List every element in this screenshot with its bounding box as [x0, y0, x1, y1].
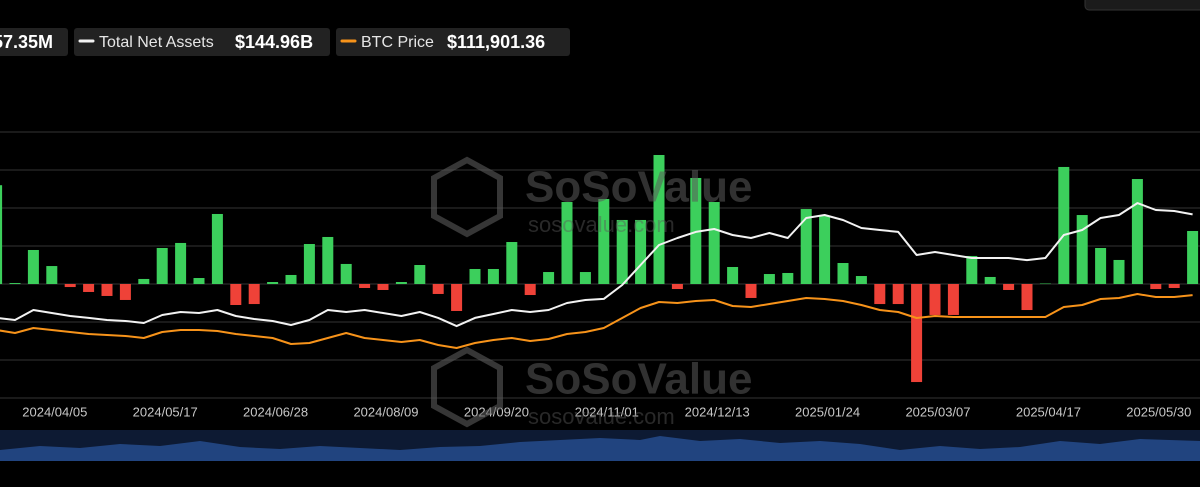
- bar: [745, 284, 757, 298]
- bar: [1039, 283, 1051, 285]
- x-tick-label: 2024/04/05: [22, 404, 87, 419]
- bar: [763, 274, 775, 284]
- line: [0, 202, 1193, 328]
- line: [0, 293, 1193, 349]
- legend-value: 57.35M: [0, 32, 53, 52]
- bar: [635, 219, 647, 284]
- bar: [230, 284, 242, 305]
- bar: [1131, 179, 1143, 284]
- bar: [1113, 259, 1125, 284]
- bar: [414, 265, 426, 284]
- bar: [984, 276, 996, 284]
- bar: [598, 198, 610, 284]
- bar: [671, 284, 683, 290]
- x-tick-label: 2025/05/30: [1126, 404, 1191, 419]
- bar: [819, 215, 831, 284]
- bar: [782, 272, 794, 284]
- legend-box: [74, 28, 330, 56]
- bar: [487, 268, 499, 284]
- bar: [101, 284, 113, 296]
- bar: [727, 266, 739, 284]
- watermarks: SoSoValue sosovalue.com SoSoValue sosova…: [431, 156, 752, 429]
- bar: [469, 268, 481, 284]
- x-tick-label: 2025/04/17: [1016, 404, 1081, 419]
- x-tick-label: 2025/03/07: [905, 404, 970, 419]
- bar: [855, 276, 867, 284]
- bar: [1058, 166, 1070, 284]
- bar: [285, 274, 297, 284]
- bar: [616, 219, 628, 284]
- bar: [211, 213, 223, 284]
- legend: 57.35M Total Net Assets $144.96B BTC Pri…: [0, 28, 570, 56]
- bar: [1150, 284, 1162, 290]
- bar: [377, 284, 389, 290]
- bar: [0, 185, 3, 284]
- bar: [156, 247, 168, 284]
- legend-value: $144.96B: [235, 32, 313, 52]
- bar: [83, 284, 95, 292]
- bar: [138, 278, 150, 284]
- bar: [64, 284, 76, 288]
- bar: [46, 266, 58, 284]
- bar: [193, 278, 205, 284]
- bar: [1076, 215, 1088, 284]
- plot: 2024/04/05 2024/05/17 2024/06/28 2024/08/09…: [0, 131, 1200, 419]
- top-control[interactable]: [1084, 0, 1200, 11]
- x-tick-label: 2024/08/09: [353, 404, 418, 419]
- bar: [966, 255, 978, 284]
- legend-value: $111,901.36: [447, 32, 545, 52]
- bar: [1021, 284, 1033, 311]
- watermark-url: sosovalue.com: [528, 404, 675, 429]
- watermark-brand: SoSoValue: [525, 355, 752, 404]
- bar: [359, 284, 371, 288]
- bar: [1168, 284, 1180, 288]
- bar: [800, 209, 812, 284]
- bar: [929, 284, 941, 315]
- bar: [579, 272, 591, 284]
- watermark-brand: SoSoValue: [525, 163, 752, 212]
- bar: [911, 284, 923, 383]
- bar: [837, 263, 849, 284]
- bar: [874, 284, 886, 305]
- bar: [524, 284, 536, 296]
- bar: [947, 284, 959, 315]
- navigator-area: [0, 436, 1200, 461]
- bar: [1187, 230, 1199, 284]
- x-tick-label: 2024/06/28: [243, 404, 308, 419]
- legend-label: Total Net Assets: [99, 34, 214, 51]
- bar: [561, 202, 573, 284]
- logo: [431, 156, 503, 428]
- bar: [119, 284, 131, 300]
- bar: [9, 283, 21, 284]
- bar: [451, 284, 463, 311]
- bar: [1095, 247, 1107, 284]
- x-tick-label: 2024/11/01: [575, 404, 639, 419]
- bar: [322, 236, 334, 284]
- bar: [653, 154, 665, 284]
- x-tick-label: 2025/01/24: [795, 404, 860, 419]
- x-tick-label: 2024/05/17: [133, 404, 198, 419]
- bar: [708, 202, 720, 284]
- bar: [892, 284, 904, 305]
- navigator[interactable]: [0, 430, 1200, 461]
- bar: [248, 284, 260, 305]
- bar: [175, 242, 187, 284]
- bar: [303, 244, 315, 284]
- bar: [340, 263, 352, 284]
- watermark-url: sosovalue.com: [528, 212, 675, 237]
- legend-box: [0, 28, 68, 56]
- bar: [27, 249, 39, 284]
- legend-box: [336, 28, 570, 56]
- x-tick-label: 2024/12/13: [685, 404, 750, 419]
- bar: [395, 282, 407, 284]
- bar: [543, 272, 555, 284]
- legend-label: BTC Price: [361, 34, 434, 51]
- bar: [432, 284, 444, 294]
- bar: [1003, 284, 1015, 290]
- bar: [506, 242, 518, 284]
- bar: [267, 282, 279, 284]
